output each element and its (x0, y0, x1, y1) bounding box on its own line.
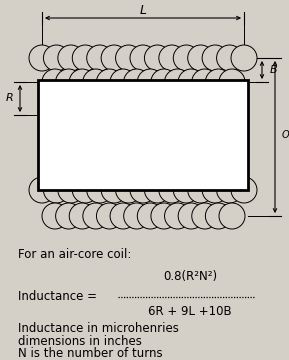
Circle shape (101, 45, 127, 71)
Circle shape (231, 177, 257, 203)
Text: L: L (140, 4, 147, 17)
Circle shape (202, 177, 228, 203)
Circle shape (87, 177, 113, 203)
Text: OD: OD (282, 130, 289, 140)
Circle shape (83, 203, 109, 229)
Circle shape (83, 69, 109, 95)
Circle shape (69, 203, 95, 229)
Circle shape (124, 69, 150, 95)
Circle shape (205, 69, 231, 95)
Circle shape (101, 177, 127, 203)
Circle shape (42, 69, 68, 95)
Circle shape (137, 69, 163, 95)
Circle shape (69, 69, 95, 95)
Circle shape (97, 69, 123, 95)
Text: Inductance in microhenries: Inductance in microhenries (18, 322, 179, 335)
Circle shape (110, 69, 136, 95)
Circle shape (110, 203, 136, 229)
Circle shape (219, 69, 245, 95)
Circle shape (192, 69, 218, 95)
Circle shape (216, 177, 242, 203)
Circle shape (130, 177, 156, 203)
Circle shape (124, 203, 150, 229)
Circle shape (159, 45, 185, 71)
Circle shape (205, 203, 231, 229)
Circle shape (178, 203, 204, 229)
Circle shape (173, 45, 199, 71)
Circle shape (72, 177, 98, 203)
Circle shape (130, 45, 156, 71)
Circle shape (55, 203, 81, 229)
Circle shape (43, 177, 69, 203)
Circle shape (42, 203, 68, 229)
Bar (38, 80, 248, 190)
Circle shape (164, 203, 190, 229)
Circle shape (173, 177, 199, 203)
Circle shape (144, 45, 171, 71)
Text: 6R + 9L +10B: 6R + 9L +10B (148, 305, 232, 318)
Circle shape (87, 45, 113, 71)
Circle shape (164, 69, 190, 95)
Circle shape (43, 45, 69, 71)
Circle shape (159, 177, 185, 203)
Circle shape (216, 45, 242, 71)
Text: N is the number of turns: N is the number of turns (18, 347, 163, 360)
Circle shape (97, 203, 123, 229)
Circle shape (188, 45, 214, 71)
Text: For an air-core coil:: For an air-core coil: (18, 248, 131, 261)
Circle shape (219, 203, 245, 229)
Circle shape (151, 203, 177, 229)
Circle shape (202, 45, 228, 71)
Circle shape (58, 177, 84, 203)
Text: Inductance =: Inductance = (18, 290, 97, 303)
Text: R: R (6, 93, 14, 103)
Circle shape (137, 203, 163, 229)
Text: B: B (270, 65, 278, 75)
Circle shape (151, 69, 177, 95)
Circle shape (116, 45, 142, 71)
Circle shape (29, 177, 55, 203)
Circle shape (116, 177, 142, 203)
Circle shape (192, 203, 218, 229)
Text: 0.8(R²N²): 0.8(R²N²) (163, 270, 217, 283)
Circle shape (58, 45, 84, 71)
Circle shape (231, 45, 257, 71)
Circle shape (144, 177, 171, 203)
Circle shape (178, 69, 204, 95)
Circle shape (29, 45, 55, 71)
Circle shape (72, 45, 98, 71)
Text: dimensions in inches: dimensions in inches (18, 335, 142, 348)
Circle shape (55, 69, 81, 95)
Circle shape (188, 177, 214, 203)
